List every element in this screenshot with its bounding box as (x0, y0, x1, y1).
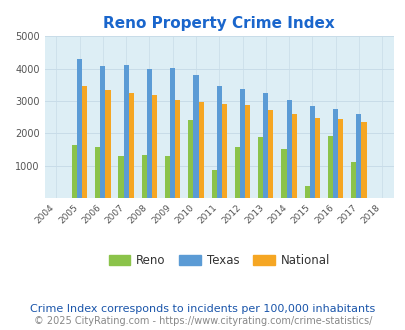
Bar (221, 104, 226, 198)
Bar (356, 114, 360, 198)
Bar (350, 162, 356, 198)
Text: © 2025 CityRating.com - https://www.cityrating.com/crime-statistics/: © 2025 CityRating.com - https://www.city… (34, 316, 371, 326)
Bar (100, 66, 105, 198)
Bar (123, 65, 128, 198)
Bar (216, 86, 221, 198)
Bar (360, 122, 366, 198)
Bar (147, 69, 151, 198)
Bar (337, 119, 343, 198)
Bar (332, 109, 337, 198)
Bar (262, 93, 268, 198)
Bar (82, 86, 87, 198)
Bar (291, 114, 296, 198)
Bar (164, 156, 170, 198)
Bar (268, 110, 273, 198)
Bar (304, 186, 309, 198)
Bar (188, 120, 193, 198)
Bar (105, 90, 110, 198)
Bar (118, 156, 123, 198)
Bar (258, 137, 262, 198)
Bar (314, 118, 319, 198)
Bar (95, 147, 100, 198)
Bar (77, 59, 82, 198)
Text: Crime Index corresponds to incidents per 100,000 inhabitants: Crime Index corresponds to incidents per… (30, 304, 375, 314)
Bar (193, 76, 198, 198)
Bar (309, 106, 314, 198)
Bar (170, 68, 175, 198)
Bar (239, 89, 245, 198)
Legend: Reno, Texas, National: Reno, Texas, National (104, 249, 334, 272)
Bar (141, 155, 147, 198)
Bar (151, 94, 157, 198)
Bar (327, 136, 332, 198)
Bar (198, 102, 203, 198)
Bar (281, 149, 286, 198)
Bar (175, 100, 180, 198)
Bar (286, 100, 291, 198)
Bar (211, 170, 216, 198)
Bar (128, 93, 134, 198)
Title: Reno Property Crime Index: Reno Property Crime Index (103, 16, 334, 31)
Bar (72, 145, 77, 198)
Bar (234, 147, 239, 198)
Bar (245, 105, 249, 198)
